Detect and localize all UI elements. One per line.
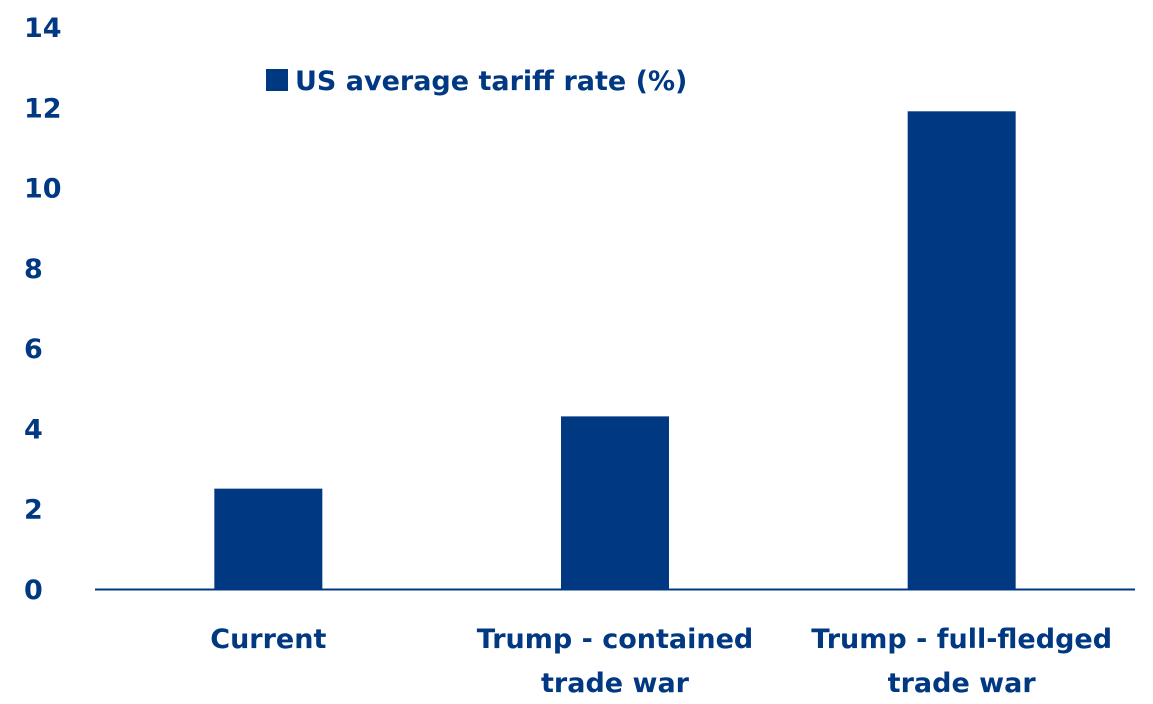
legend-swatch: [266, 69, 288, 91]
y-tick-label: 8: [24, 254, 43, 285]
x-tick-label-line: trade war: [888, 668, 1037, 699]
x-tick-label-line: Current: [210, 624, 326, 655]
x-tick-label: Trump - contained trade war: [477, 624, 753, 699]
y-tick-label: 0: [24, 575, 43, 606]
x-tick-label: Current: [210, 624, 326, 655]
legend: US average tariff rate (%): [266, 66, 687, 97]
y-tick-label: 2: [24, 495, 43, 526]
y-tick-label: 14: [24, 13, 62, 44]
bar: [214, 488, 323, 589]
bar: [907, 111, 1016, 590]
legend-label: US average tariff rate (%): [295, 66, 687, 97]
y-axis-ticks: 0 2 4 6 8 10 12 14: [24, 13, 62, 606]
bars: [214, 111, 1016, 590]
y-tick-label: 6: [24, 334, 43, 365]
x-tick-label: Trump - full-fledged trade war: [811, 624, 1112, 699]
y-tick-label: 4: [24, 414, 43, 445]
x-tick-label-line: trade war: [541, 668, 690, 699]
y-tick-label: 12: [24, 93, 62, 124]
x-tick-label-line: Trump - contained: [477, 624, 753, 655]
y-tick-label: 10: [24, 174, 62, 205]
bar: [561, 416, 669, 589]
x-tick-label-line: Trump - full-fledged: [811, 624, 1112, 655]
